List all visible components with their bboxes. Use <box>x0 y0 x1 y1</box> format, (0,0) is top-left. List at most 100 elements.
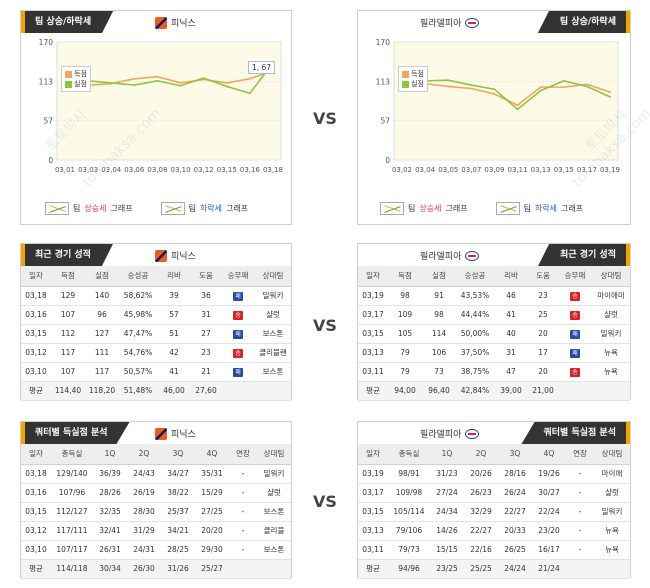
quarter-panel-left: 쿼터별 득실점 분석 피닉스 일자 총득실 1Q 2Q 3Q 4Q 연장 상대팀 03,18 12… <box>20 421 292 579</box>
table-cell <box>221 381 255 401</box>
table-cell: 샬럿 <box>594 483 630 503</box>
data-point <box>585 85 588 88</box>
table-cell: 평균 <box>21 381 51 401</box>
x-tick-label: 03,01 <box>55 166 75 174</box>
column-header: 2Q <box>127 444 161 465</box>
table-cell: 98 <box>422 305 456 325</box>
column-header: 승성공 <box>456 266 494 287</box>
recent-header-left: 최근 경기 성적 피닉스 <box>21 244 291 266</box>
legend-swatch-scored <box>65 70 72 78</box>
table-cell: 보스톤 <box>255 362 291 382</box>
table-cell: 03,12 <box>21 521 51 541</box>
column-header: 실점 <box>85 266 119 287</box>
table-cell: 105 <box>388 324 422 344</box>
table-cell: 19/26 <box>532 464 566 484</box>
table-cell: 보스톤 <box>255 324 291 344</box>
table-cell: 45,98% <box>119 305 157 325</box>
rise-graph-button-left[interactable]: 팀 상승세 그래프 <box>45 202 133 215</box>
table-row: 03,11 79 73 38,75% 47 20 승 뉴욕 <box>358 362 630 382</box>
table-cell: 03,15 <box>358 324 388 344</box>
column-header: 득점 <box>51 266 85 287</box>
x-tick-label: 03,09 <box>484 166 504 174</box>
table-cell: 79 <box>388 343 422 363</box>
data-point <box>225 85 228 88</box>
table-cell: 51,48% <box>119 381 157 401</box>
table-cell: - <box>229 502 257 522</box>
table-cell: 샬럿 <box>592 305 630 325</box>
table-cell: 28/26 <box>93 483 127 503</box>
table-cell: 26/19 <box>127 483 161 503</box>
table-cell: 46,00 <box>157 381 191 401</box>
table-cell: - <box>566 502 594 522</box>
team-name-left: 피닉스 <box>171 19 196 29</box>
loss-badge-icon: 패 <box>233 329 243 339</box>
fall-post: 그래프 <box>226 204 249 213</box>
rise-mid: 상승세 <box>84 204 107 213</box>
table-cell: 54,76% <box>119 343 157 363</box>
win-badge-icon: 승 <box>570 367 580 377</box>
table-cell: 129/140 <box>51 464 93 484</box>
chart-legend-right: 득점 실점 <box>398 66 428 92</box>
trend-panel-left: 팀 상승/하락세 피닉스 170 113 57 0 03,01 03,03 03,04 03,… <box>20 10 292 225</box>
table-cell: 96 <box>85 305 119 325</box>
table-cell: 46 <box>494 286 528 306</box>
average-row: 평균 114,40 118,20 51,48% 46,00 27,60 <box>21 381 291 401</box>
loss-badge-icon: 패 <box>570 329 580 339</box>
table-cell: 107/96 <box>51 483 93 503</box>
chart-legend-left: 득점 실점 <box>61 66 91 92</box>
table-cell: 50,57% <box>119 362 157 382</box>
rise-graph-button-right[interactable]: 팀 상승세 그래프 <box>380 202 468 215</box>
table-cell: 15/29 <box>195 483 229 503</box>
table-cell: 21 <box>191 362 221 382</box>
table-cell: 117/111 <box>51 521 93 541</box>
table-cell: 22/27 <box>498 502 532 522</box>
table-cell: 패 <box>221 286 255 306</box>
table-row: 03,15 112 127 47,47% 51 27 패 보스톤 <box>21 324 291 344</box>
table-cell: 보스톤 <box>257 540 291 560</box>
table-cell: 25/25 <box>464 559 498 579</box>
legend-label-scored: 득점 <box>74 70 87 78</box>
table-cell: - <box>229 540 257 560</box>
table-cell: 47 <box>494 362 528 382</box>
table-cell: 03,11 <box>358 540 388 560</box>
table-cell: 03,18 <box>21 286 51 306</box>
table-cell <box>566 559 594 579</box>
table-cell: 98/91 <box>388 464 430 484</box>
table-cell: 26/23 <box>464 483 498 503</box>
x-tick-label: 03,04 <box>101 166 122 174</box>
table-cell: 평균 <box>358 559 388 579</box>
column-header: 일자 <box>21 444 51 465</box>
phoenix-logo-icon <box>155 16 167 29</box>
table-row: 03,12 117 111 54,76% 42 23 승 클리블랜 <box>21 343 291 363</box>
phoenix-logo-icon <box>155 427 167 440</box>
trend-title-left: 팀 상승/하락세 <box>21 11 114 33</box>
table-cell: 112 <box>51 324 85 344</box>
table-cell: 평균 <box>358 381 388 401</box>
loss-badge-icon: 패 <box>233 367 243 377</box>
x-tick-label: 03,19 <box>600 166 620 174</box>
table-cell: 98 <box>388 286 422 306</box>
column-header: 3Q <box>498 444 532 465</box>
table-cell: 03,13 <box>358 343 388 363</box>
fall-mid: 하락세 <box>199 204 223 213</box>
table-cell: 129 <box>51 286 85 306</box>
fall-graph-button-right[interactable]: 팀 하락세 그래프 <box>495 202 583 215</box>
win-badge-icon: 승 <box>570 291 580 301</box>
table-row: 03,15 105 114 50,00% 40 20 패 밀워키 <box>358 324 630 344</box>
trend-header-right: 필라델피아 팀 상승/하락세 <box>358 11 630 33</box>
table-cell: 03,16 <box>21 305 51 325</box>
fall-graph-button-left[interactable]: 팀 하락세 그래프 <box>160 202 249 215</box>
win-badge-icon: 승 <box>233 348 243 358</box>
data-point <box>539 89 542 92</box>
data-point <box>156 75 159 78</box>
x-tick-label: 03,16 <box>240 166 261 174</box>
table-cell: 패 <box>221 324 255 344</box>
table-cell: 107/117 <box>51 540 93 560</box>
loss-badge-icon: 패 <box>233 291 243 301</box>
fall-pre: 팀 <box>523 204 531 213</box>
y-tick-label: 0 <box>385 156 390 165</box>
y-tick-label: 170 <box>39 38 54 47</box>
data-point <box>133 84 136 86</box>
table-cell: 03,18 <box>21 464 51 484</box>
